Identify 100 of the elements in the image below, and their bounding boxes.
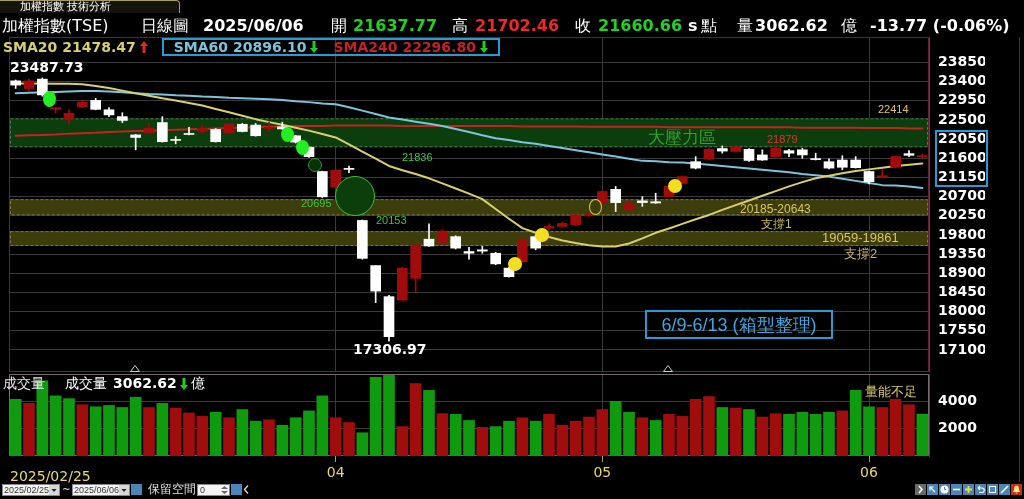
bar <box>343 422 355 456</box>
annotation: 20153 <box>376 213 407 226</box>
chart-title: 加權指數(TSE) <box>2 16 109 35</box>
text: 高 <box>452 16 468 35</box>
bar <box>369 377 382 456</box>
candlestick <box>263 121 275 131</box>
bar <box>276 424 289 456</box>
bar <box>436 413 449 456</box>
bar <box>383 375 395 456</box>
bar <box>609 401 622 456</box>
bar <box>529 420 542 456</box>
text: 21702.46 <box>475 16 560 35</box>
bar <box>729 407 742 456</box>
bar <box>849 390 862 456</box>
bar <box>396 426 409 456</box>
band-label: 支撐2 <box>844 245 878 261</box>
bar <box>249 420 262 456</box>
bar <box>916 413 929 456</box>
bar <box>49 395 62 456</box>
bar <box>156 403 169 456</box>
band-label: 支撐1 <box>761 217 792 232</box>
bar <box>569 420 582 456</box>
bar <box>649 420 662 456</box>
text: s <box>688 16 698 35</box>
annotation: 成交量 <box>65 375 107 391</box>
band-label: 大壓力區 <box>648 127 716 147</box>
bar <box>663 413 675 456</box>
text: 開 <box>331 16 347 35</box>
bar <box>903 404 915 456</box>
bar <box>489 426 502 456</box>
bar <box>116 407 129 456</box>
text: 21660.66 <box>598 16 683 35</box>
bar <box>769 413 782 456</box>
bar <box>356 432 369 456</box>
x-tick-label: 05 <box>593 464 612 481</box>
text: 點 <box>701 16 717 35</box>
bar <box>796 411 809 456</box>
bar <box>183 412 195 456</box>
bar <box>823 411 835 456</box>
y-tick-label: 4000 <box>938 391 978 408</box>
bar <box>783 413 795 456</box>
text: 保留空間 <box>148 482 196 496</box>
bar <box>756 416 769 456</box>
bar <box>449 413 462 456</box>
bar <box>236 409 249 456</box>
text: 2025/06/06 <box>74 485 120 495</box>
bar <box>809 413 822 456</box>
bar <box>876 407 889 456</box>
bar <box>596 409 609 456</box>
bar <box>9 398 22 456</box>
bar <box>716 407 729 456</box>
text: 2025/02/25 <box>10 468 91 484</box>
annotation: 3062.62 <box>113 375 177 391</box>
bar <box>289 417 302 456</box>
bar <box>196 416 209 456</box>
bar <box>263 419 275 456</box>
bar <box>836 410 849 456</box>
bar <box>23 403 35 456</box>
text: 2025/06/06 <box>203 16 304 35</box>
bar <box>169 407 182 456</box>
text: SMA20 21478.47 <box>3 38 136 56</box>
bar <box>329 417 342 456</box>
x-tick-label: 04 <box>326 464 345 481</box>
annotation: 21836 <box>402 150 433 163</box>
text: 0 <box>200 485 206 495</box>
annotation: 20695 <box>301 197 332 210</box>
bar <box>476 426 489 456</box>
bar <box>76 404 89 456</box>
chart-subtitle: 日線圖 <box>141 16 189 35</box>
bar <box>623 411 635 456</box>
bar <box>503 420 515 456</box>
annotation: 6/9-6/13 (箱型整理) <box>661 313 817 337</box>
text: 21637.77 <box>353 16 438 35</box>
bar <box>143 407 155 456</box>
bar <box>129 396 142 456</box>
annotation: 21879 <box>767 132 798 145</box>
text: 收 <box>575 16 591 35</box>
annotation: 量能不足 <box>865 384 917 399</box>
text: 3062.62 <box>755 16 828 35</box>
annotation: 19059-19861 <box>822 230 899 246</box>
bar <box>423 390 435 456</box>
bar <box>543 413 555 456</box>
annotation: 17306.97 <box>353 340 427 357</box>
text: -13.77 (-0.06%) <box>870 16 1010 35</box>
annotation: 20185-20643 <box>740 202 812 217</box>
text: 加權指數 技術分析 <box>20 0 112 13</box>
text: 2025/02/25 <box>4 485 50 495</box>
bar <box>889 398 902 456</box>
bar <box>303 410 315 456</box>
text: SMA240 22296.80 <box>333 38 476 56</box>
bar <box>209 411 222 456</box>
text: 億 <box>841 16 857 35</box>
bar <box>743 409 755 456</box>
x-tick-label: 06 <box>860 464 878 481</box>
candlestick <box>463 246 475 260</box>
bar <box>223 417 235 456</box>
annotation: 23487.73 <box>10 58 84 75</box>
bar <box>676 416 689 456</box>
bar <box>636 417 649 456</box>
bar <box>556 424 569 456</box>
